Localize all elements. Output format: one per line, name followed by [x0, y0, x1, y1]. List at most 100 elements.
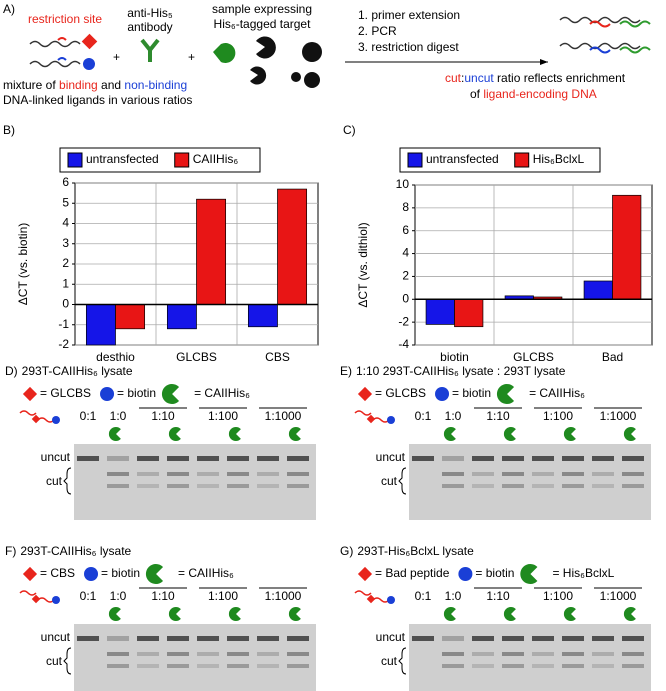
ratio-label: 1:10 — [151, 589, 175, 603]
gel-band — [442, 472, 464, 476]
ratio-label: 1:0 — [110, 409, 127, 423]
gel-band — [442, 636, 464, 641]
ratio-label: 1:10 — [486, 589, 510, 603]
ratio-label: 1:100 — [208, 409, 238, 423]
gel-title-text: 293T-CAIIHis₆ lysate — [20, 544, 131, 558]
gel-band — [592, 484, 614, 488]
mixture-text: mixture of binding and non-binding — [3, 78, 187, 92]
dna-icon — [354, 410, 390, 423]
legend-swatch — [174, 152, 190, 168]
y-tick-label: 8 — [402, 200, 409, 214]
gel-band — [412, 456, 434, 461]
ratio-label: 1:0 — [445, 589, 462, 603]
text: ligand-encoding DNA — [483, 87, 596, 101]
gel-band — [592, 664, 614, 668]
gel-band — [287, 472, 309, 476]
ligand-diamond — [357, 386, 373, 402]
arrow-head — [540, 59, 548, 65]
protein-icon — [291, 72, 301, 82]
ligand-diamond — [22, 566, 38, 582]
legend-swatch — [407, 152, 423, 168]
y-tick-label: 0 — [62, 297, 69, 311]
band-label: cut — [46, 654, 63, 668]
gel-band — [442, 456, 464, 461]
protein-icon — [256, 36, 276, 59]
panel-label: F) — [5, 544, 16, 558]
gel-image — [74, 444, 316, 520]
mixture-text: DNA-linked ligands in various ratios — [3, 93, 192, 107]
x-tick-label: GLCBS — [513, 350, 554, 364]
target-icon — [228, 607, 241, 621]
ratio-label: 1:10 — [486, 409, 510, 423]
x-tick-label: GLCBS — [176, 350, 217, 364]
bar — [115, 304, 146, 330]
legend-label: = Bad peptide — [375, 566, 450, 580]
gel-band — [622, 472, 644, 476]
bar — [425, 298, 455, 325]
ligand-diamond — [31, 414, 41, 424]
step: 3. restriction digest — [358, 40, 459, 54]
legend-label: His₆BclxL — [533, 152, 585, 166]
x-tick-label: Bad — [602, 350, 623, 364]
x-tick-label: desthio — [96, 350, 135, 364]
sample-label: His₆-tagged target — [214, 17, 312, 31]
result-text: cut:uncut ratio reflects enrichment — [445, 71, 626, 85]
gel-band — [227, 484, 249, 488]
dna — [29, 60, 81, 68]
protein-icon — [304, 72, 320, 88]
protein-icon — [302, 42, 322, 62]
bar — [583, 280, 613, 300]
gel-band — [197, 652, 219, 656]
ligand-diamond — [366, 414, 376, 424]
gel-band — [502, 664, 524, 668]
legend-box — [399, 147, 601, 173]
gel-band — [502, 636, 524, 641]
legend-label: = biotin — [475, 566, 514, 580]
target-icon — [213, 42, 236, 63]
gel-image — [74, 624, 316, 691]
target-icon — [520, 564, 538, 584]
ligand-diamond — [357, 566, 373, 582]
ratio-label: 1:1000 — [600, 589, 637, 603]
x-tick-label: biotin — [440, 350, 469, 364]
bar — [454, 298, 484, 328]
panel-label: D) — [5, 364, 18, 378]
y-tick-label: 2 — [402, 269, 409, 283]
legend-label: = CBS — [40, 566, 75, 580]
legend-label: untransfected — [426, 152, 499, 166]
gel-band — [167, 472, 189, 476]
gel-band — [442, 652, 464, 656]
legend-label: = biotin — [117, 386, 156, 400]
band-label: uncut — [376, 630, 406, 644]
gel-band — [622, 652, 644, 656]
gel-band — [137, 636, 159, 641]
y-tick-label: 2 — [62, 256, 69, 270]
target-icon — [503, 426, 516, 441]
dna — [589, 20, 611, 28]
gel-image — [409, 624, 651, 691]
gel-band — [592, 456, 614, 461]
gel-band — [622, 456, 644, 461]
gel-band — [562, 472, 584, 476]
y-tick-label: 10 — [396, 177, 410, 191]
target-icon — [228, 427, 241, 442]
bar — [247, 304, 278, 328]
y-tick-label: 6 — [402, 223, 409, 237]
target-icon — [168, 607, 181, 621]
gel-band — [472, 664, 494, 668]
gel-band — [502, 472, 524, 476]
gel-band — [412, 636, 434, 641]
target-icon — [563, 426, 576, 441]
y-tick-label: -2 — [58, 337, 69, 351]
target-icon — [161, 384, 180, 405]
dna — [589, 46, 611, 54]
y-axis-label: ΔCT (vs. biotin) — [16, 223, 30, 305]
gel-band — [502, 484, 524, 488]
dna — [559, 16, 641, 24]
dna — [57, 57, 67, 61]
gel-band — [472, 484, 494, 488]
ratio-label: 0:1 — [80, 589, 97, 603]
bar — [277, 188, 308, 305]
gel-title-text: 1:10 293T-CAIIHis₆ lysate : 293T lysate — [356, 364, 566, 378]
